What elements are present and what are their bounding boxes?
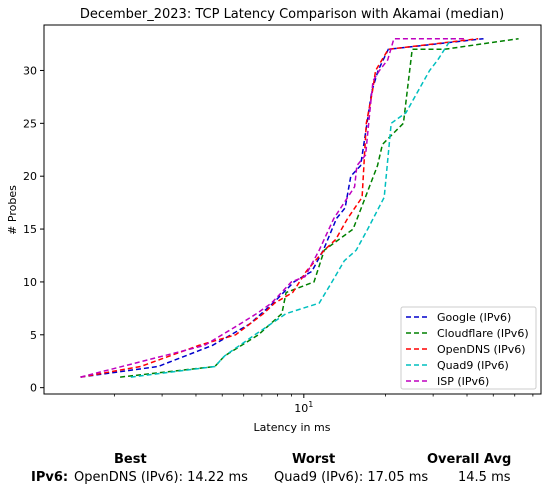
summary-avg-header: Overall Avg bbox=[427, 452, 512, 467]
series-line-3 bbox=[80, 37, 479, 378]
series-line-2 bbox=[120, 37, 519, 378]
y-tick-label: 20 bbox=[23, 170, 37, 183]
y-tick-label: 10 bbox=[23, 276, 37, 289]
y-tick-label: 15 bbox=[23, 223, 37, 236]
y-tick-label: 5 bbox=[30, 329, 37, 342]
summary-avg-value: 14.5 ms bbox=[458, 470, 511, 485]
summary-table: Best Worst Overall Avg IPv6: OpenDNS (IP… bbox=[0, 448, 548, 496]
y-tick-label: 30 bbox=[23, 64, 37, 77]
y-tick-label: 25 bbox=[23, 117, 37, 130]
series-line-5 bbox=[80, 37, 464, 378]
summary-best-header: Best bbox=[114, 452, 147, 467]
latency-chart: December_2023: TCP Latency Comparison wi… bbox=[6, 7, 542, 434]
legend-label: Quad9 (IPv6) bbox=[437, 359, 509, 372]
x-axis-ticks: 101 bbox=[113, 394, 534, 415]
series-lines bbox=[80, 37, 519, 378]
plot-frame bbox=[43, 24, 542, 395]
y-axis-label: # Probes bbox=[6, 185, 19, 235]
legend: Google (IPv6) Cloudflare (IPv6) OpenDNS (I… bbox=[400, 306, 537, 390]
summary-row-label: IPv6: bbox=[31, 470, 69, 485]
summary-worst-header: Worst bbox=[292, 452, 336, 467]
legend-label: OpenDNS (IPv6) bbox=[437, 343, 526, 356]
y-tick-label: 0 bbox=[30, 382, 37, 395]
legend-box bbox=[400, 306, 537, 390]
legend-label: ISP (IPv6) bbox=[437, 375, 489, 388]
legend-label: Google (IPv6) bbox=[437, 311, 511, 324]
x-tick-label: 101 bbox=[294, 400, 313, 415]
y-axis-ticks: 0 5 10 15 20 25 30 bbox=[23, 64, 44, 395]
summary-best-value: OpenDNS (IPv6): 14.22 ms bbox=[74, 470, 248, 485]
x-axis-label: Latency in ms bbox=[254, 421, 331, 434]
legend-label: Cloudflare (IPv6) bbox=[437, 327, 529, 340]
chart-title: December_2023: TCP Latency Comparison wi… bbox=[80, 7, 504, 22]
series-line-4 bbox=[130, 38, 452, 378]
summary-worst-value: Quad9 (IPv6): 17.05 ms bbox=[274, 470, 429, 485]
